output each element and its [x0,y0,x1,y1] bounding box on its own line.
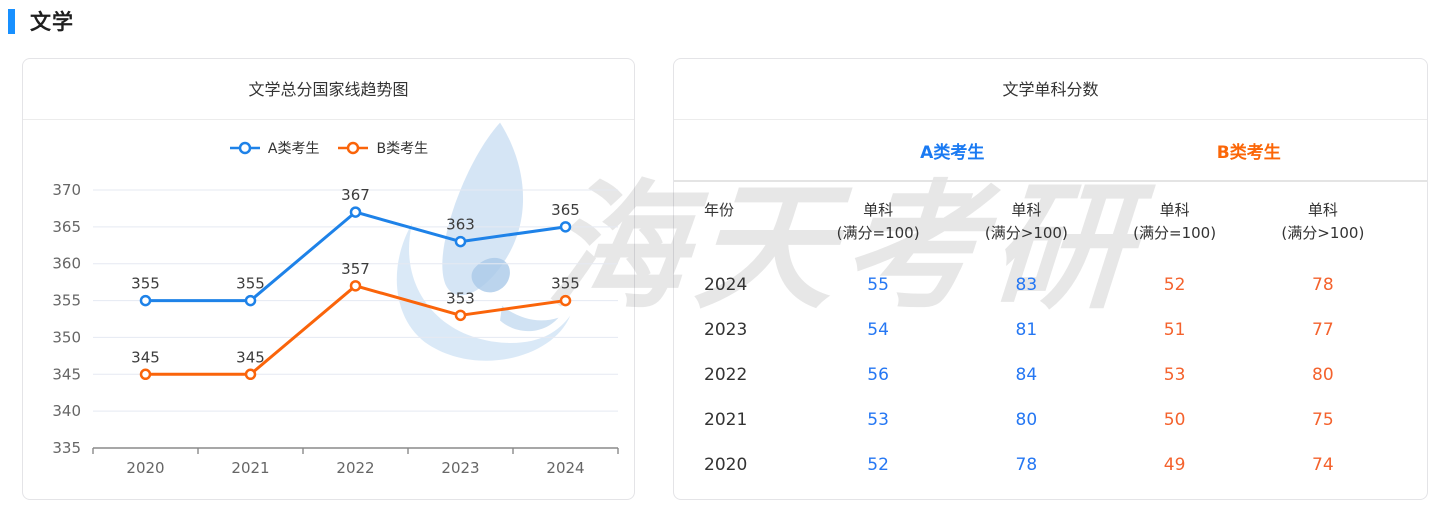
score-cell: 83 [1015,274,1038,295]
column-header: 单科 (满分=100) [1101,199,1249,246]
table-row: 2021 53 80 50 75 [674,397,1427,442]
column-header: 单科 (满分>100) [1249,199,1397,246]
x-axis-tick-label: 2021 [231,459,269,477]
data-point-label: 357 [341,260,370,278]
column-header-line2: (满分=100) [1133,224,1217,242]
score-cell: 80 [1015,409,1038,430]
data-point-label: 353 [446,289,475,307]
column-header-line2: (满分=100) [836,224,920,242]
data-point-label: 367 [341,186,370,204]
legend-label: B类考生 [376,141,429,157]
y-axis-tick-label: 355 [52,292,81,310]
data-point[interactable] [244,294,257,307]
data-point[interactable] [559,221,572,233]
table-title: 文学单科分数 [674,59,1427,120]
data-point-label: 345 [236,348,265,366]
x-axis-tick-label: 2024 [546,459,584,477]
column-header-line1: 单科 [1011,200,1042,219]
column-header-line2: (满分>100) [984,224,1068,242]
column-header-line2: (满分>100) [1281,224,1365,242]
data-point[interactable] [244,368,257,381]
year-cell: 2023 [704,319,748,340]
column-header-line1: 单科 [1307,200,1338,219]
score-table-card: 文学单科分数 A类考生 B类考生 年份 单科 (满分=100) 单科 (满分>100)… [673,58,1428,500]
legend-marker-icon [229,141,260,155]
data-point[interactable] [139,294,152,307]
data-point-label: 345 [131,348,160,366]
y-axis-tick-label: 370 [52,181,81,199]
table-row: 2024 55 83 52 78 [674,262,1427,307]
data-point-label: 355 [236,275,265,293]
data-point[interactable] [139,368,152,381]
score-cell: 78 [1312,274,1334,295]
data-point[interactable] [349,206,362,218]
x-axis-tick-label: 2020 [126,459,164,477]
legend-item-b[interactable]: B类考生 [337,138,428,158]
chart-area: 335 340 345 350 355 360 365 370 2020 2021 2022 2023… [23,170,634,486]
table-row: 2023 54 81 51 77 [674,307,1427,352]
score-cell: 56 [867,364,889,385]
table-group-header-row: A类考生 B类考生 [674,120,1427,182]
data-point-label: 355 [131,275,160,293]
score-cell: 74 [1312,454,1334,475]
accent-bar-icon [8,8,15,34]
year-cell: 2021 [704,409,748,430]
column-header: 单科 (满分>100) [952,199,1100,246]
chart-legend: A类考生 B类考生 [23,138,634,158]
table-row: 2022 56 84 53 80 [674,352,1427,397]
data-point[interactable] [454,235,467,248]
score-cell: 51 [1163,319,1186,340]
y-axis-tick-label: 345 [52,365,81,383]
y-axis-tick-label: 350 [52,328,81,346]
data-point[interactable] [559,294,572,307]
score-cell: 81 [1015,319,1038,340]
column-header-line1: 单科 [1159,200,1190,219]
section-header: 文学 [8,6,74,36]
table-row: 2020 52 78 49 74 [674,442,1427,487]
score-cell: 54 [867,319,889,340]
score-cell: 77 [1312,319,1334,340]
y-axis-tick-label: 360 [52,255,81,273]
score-cell: 49 [1163,454,1186,475]
score-cell: 55 [867,274,889,295]
year-cell: 2024 [704,274,748,295]
legend-label: A类考生 [267,141,320,157]
year-cell: 2020 [704,454,748,475]
score-cell: 75 [1312,409,1334,430]
table-body: 2024 55 83 52 78 2023 54 81 51 77 2022 56 84 53 80 2021… [674,262,1427,487]
x-axis-tick-label: 2023 [441,459,479,477]
trend-chart-card: 文学总分国家线趋势图 A类考生 B类考生 335 340 345 350 355 360 36… [22,58,635,500]
score-cell: 52 [867,454,889,475]
score-cell: 84 [1015,364,1038,385]
legend-item-a[interactable]: A类考生 [229,138,320,158]
year-column-header: 年份 [704,201,735,219]
data-point[interactable] [349,280,362,292]
score-cell: 52 [1163,274,1186,295]
column-header-line1: 单科 [863,200,894,219]
y-axis-tick-label: 335 [52,439,81,457]
legend-marker-icon [338,141,369,155]
table-subheader-row: 年份 单科 (满分=100) 单科 (满分>100) 单科 (满分=100) 单科 (满分>1… [674,182,1427,262]
section-title: 文学 [30,10,74,34]
group-a-label: A类考生 [920,142,985,163]
year-cell: 2022 [704,364,748,385]
y-axis-tick-label: 340 [52,402,81,420]
data-point-label: 363 [446,216,475,234]
trend-chart: 335 340 345 350 355 360 365 370 2020 2021 2022 2023… [52,181,619,477]
score-cell: 80 [1312,364,1334,385]
column-header: 单科 (满分=100) [804,199,952,246]
chart-title: 文学总分国家线趋势图 [23,59,634,120]
data-point[interactable] [454,309,467,322]
score-cell: 78 [1015,454,1038,475]
y-axis-tick-label: 365 [52,218,81,236]
data-point-label: 365 [551,201,580,219]
data-point-label: 355 [551,275,580,293]
x-axis-tick-label: 2022 [336,459,374,477]
score-cell: 53 [1163,364,1186,385]
group-b-label: B类考生 [1216,142,1281,163]
score-cell: 50 [1163,409,1186,430]
score-cell: 53 [867,409,889,430]
